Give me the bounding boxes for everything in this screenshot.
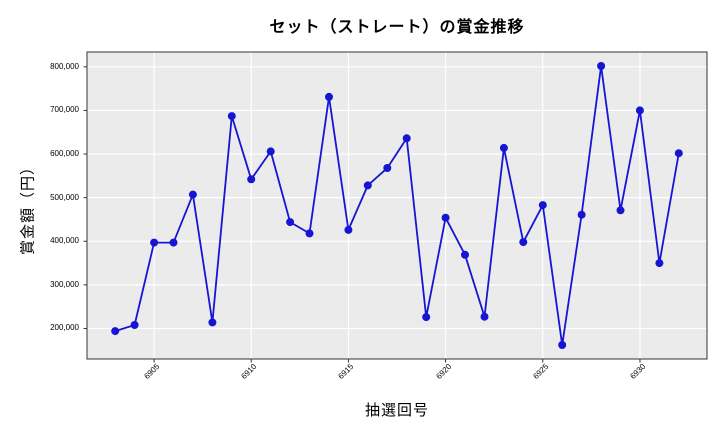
data-point — [538, 201, 547, 210]
data-point — [363, 181, 372, 190]
data-point — [616, 206, 625, 215]
data-point — [558, 341, 567, 349]
data-point — [519, 238, 528, 247]
data-point — [461, 250, 469, 259]
data-point — [499, 143, 508, 152]
data-point — [597, 62, 606, 70]
chart-title: セット（ストレート）の賞金推移 — [269, 19, 525, 36]
data-point — [208, 318, 217, 327]
data-point — [266, 147, 275, 156]
data-point — [635, 106, 644, 115]
data-point — [480, 312, 489, 321]
data-point — [227, 112, 236, 121]
data-point — [305, 229, 314, 238]
data-point — [247, 175, 256, 184]
data-point — [344, 225, 353, 234]
y-tick-label: 300,000 — [50, 279, 79, 289]
data-point — [383, 164, 392, 172]
data-point — [402, 134, 411, 143]
y-tick-label: 400,000 — [50, 236, 79, 246]
data-point — [655, 259, 664, 268]
data-line — [114, 65, 680, 346]
y-tick-label: 600,000 — [50, 149, 79, 159]
x-axis-label: 抽選回号 — [364, 402, 429, 419]
data-point — [441, 213, 450, 222]
y-tick-label: 700,000 — [50, 105, 79, 115]
data-point — [150, 238, 159, 247]
data-point — [111, 327, 120, 336]
data-point — [286, 218, 295, 227]
data-point — [577, 210, 586, 219]
y-tick-label: 200,000 — [50, 323, 79, 333]
data-point — [422, 313, 431, 322]
data-point — [169, 238, 178, 247]
plot-area — [87, 52, 707, 359]
data-point — [130, 321, 139, 329]
data-point — [325, 92, 333, 101]
data-point — [674, 149, 683, 158]
y-tick-label: 800,000 — [50, 61, 79, 71]
y-tick-label: 500,000 — [50, 192, 79, 202]
data-point — [188, 190, 197, 199]
plot-border — [86, 51, 708, 360]
